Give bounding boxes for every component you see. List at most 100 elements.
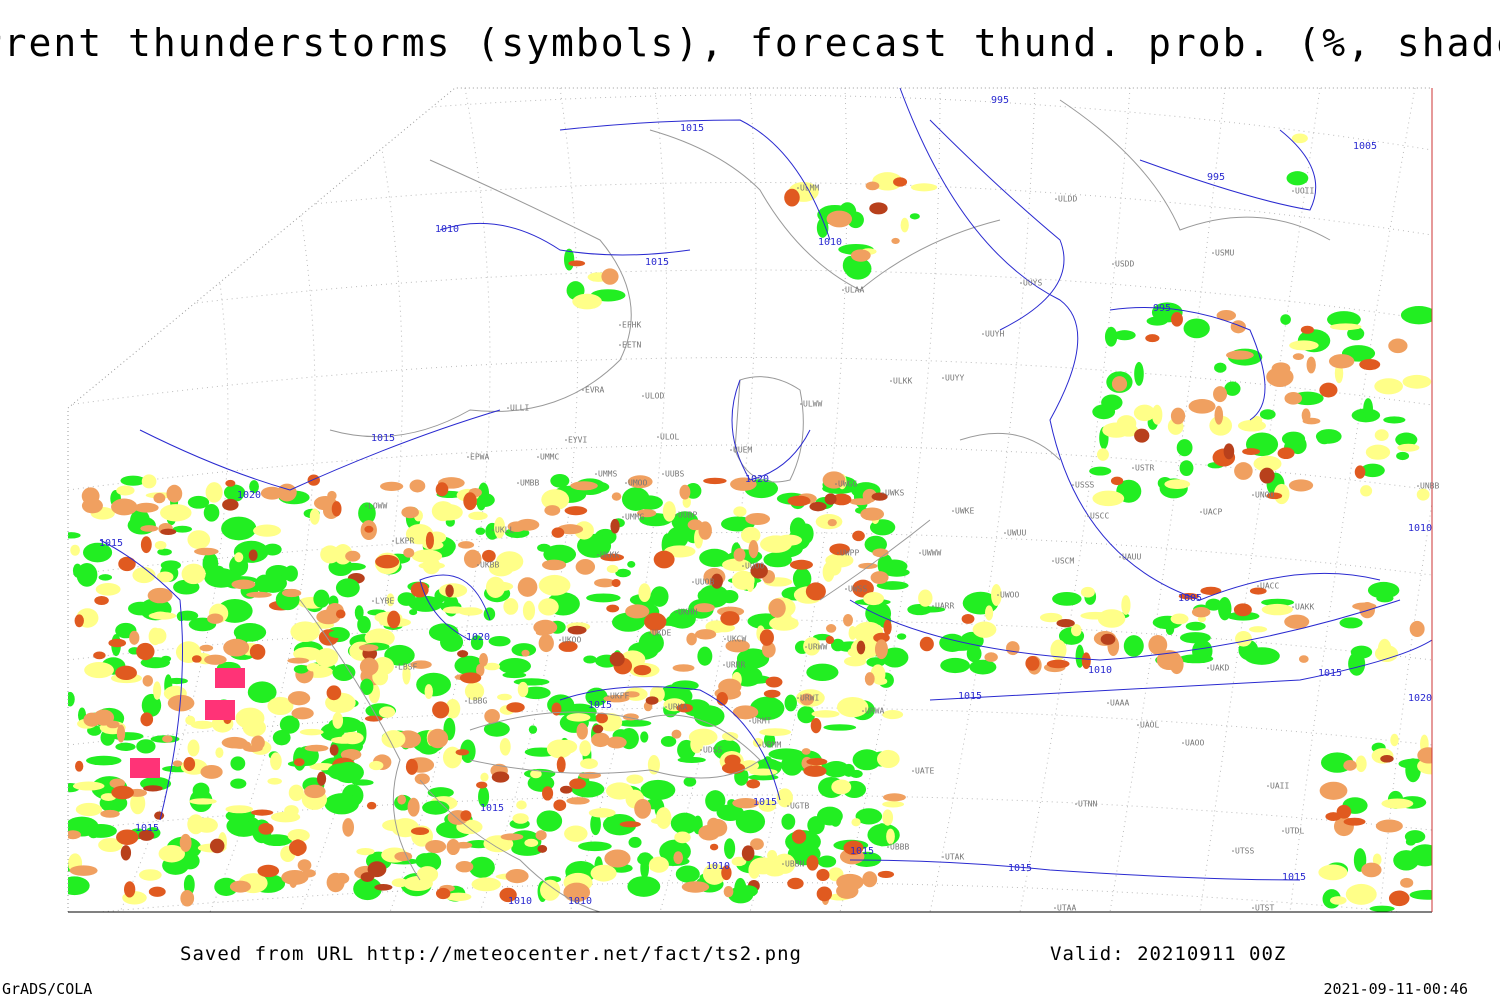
probability-shade <box>172 525 193 533</box>
probability-shade <box>187 739 200 757</box>
probability-shade <box>225 805 253 814</box>
probability-shade <box>494 516 506 539</box>
probability-shade <box>647 755 660 775</box>
probability-shade <box>287 657 310 664</box>
probability-shade <box>882 709 904 720</box>
probability-shade <box>506 702 525 713</box>
station-dot <box>845 588 847 590</box>
probability-shade <box>148 886 166 897</box>
probability-shade <box>586 593 621 603</box>
isobar <box>1139 129 1317 211</box>
station-label: UTSS <box>1235 847 1254 856</box>
probability-shade <box>784 188 800 207</box>
isobar <box>731 379 811 481</box>
station-dot <box>657 436 659 438</box>
station-dot <box>919 552 921 554</box>
probability-shade <box>872 172 903 191</box>
probability-shade <box>84 823 117 838</box>
probability-shade <box>386 593 395 607</box>
probability-shade <box>387 610 401 629</box>
probability-shade <box>463 492 477 511</box>
station-label: UAUU <box>1122 553 1141 562</box>
probability-shade <box>476 496 486 511</box>
station-dot <box>1257 585 1259 587</box>
probability-shade <box>1213 386 1228 403</box>
probability-shade <box>577 533 612 558</box>
probability-shade <box>154 811 165 820</box>
graticule <box>1379 88 1432 912</box>
probability-shade <box>397 794 407 805</box>
station-label: USDD <box>1115 260 1134 269</box>
probability-shade <box>583 655 597 664</box>
probability-shade <box>1218 597 1232 621</box>
probability-shade <box>70 544 80 556</box>
probability-shade <box>229 880 251 893</box>
probability-shade <box>86 755 122 766</box>
station-label: URWA <box>865 707 884 716</box>
probability-shade <box>320 545 341 564</box>
probability-shade <box>513 678 550 686</box>
station-dot <box>749 720 751 722</box>
station-label: ULDD <box>1058 195 1077 204</box>
station-dot <box>1107 702 1109 704</box>
probability-shade <box>172 760 183 767</box>
probability-shade <box>358 502 376 525</box>
station-dot <box>835 483 837 485</box>
probability-shade <box>1224 381 1241 396</box>
probability-shade <box>1171 312 1183 327</box>
probability-shade <box>803 765 827 777</box>
probability-shade <box>703 477 727 485</box>
probability-shade <box>442 606 467 614</box>
probability-shade <box>1089 466 1112 476</box>
probability-shade <box>332 664 356 682</box>
probability-shade <box>984 652 998 662</box>
probability-shade <box>749 768 778 776</box>
probability-shade <box>254 574 274 593</box>
station-label: UTDL <box>1285 827 1304 836</box>
probability-shade <box>468 856 495 878</box>
probability-shade <box>1301 408 1311 423</box>
probability-shade <box>68 532 81 539</box>
probability-shade <box>572 293 602 310</box>
isobar-label: 1005 <box>1178 593 1202 604</box>
probability-shade <box>1400 306 1432 325</box>
probability-shade <box>1284 392 1302 405</box>
probability-shade <box>1071 624 1082 637</box>
isobar-label: 1010 <box>435 224 459 235</box>
probability-shade <box>733 548 746 562</box>
station-label: EPWA <box>470 453 489 462</box>
probability-shade <box>1242 448 1260 455</box>
probability-shade <box>619 821 641 828</box>
probability-shade <box>1248 626 1268 633</box>
probability-shade <box>675 865 700 883</box>
isobar-label: 1015 <box>371 433 395 444</box>
probability-shade <box>499 887 517 903</box>
probability-shade <box>258 822 274 835</box>
probability-shade <box>181 563 206 585</box>
station-label: URMT <box>752 717 771 726</box>
probability-shade <box>1405 838 1416 846</box>
station-dot <box>862 710 864 712</box>
probability-shade <box>873 632 890 643</box>
probability-shade <box>221 736 248 749</box>
probability-shade <box>556 756 566 774</box>
probability-shade <box>809 501 827 512</box>
probability-shade <box>152 681 162 700</box>
probability-shade <box>111 498 138 516</box>
probability-shade <box>862 871 878 888</box>
station-dot <box>882 492 884 494</box>
probability-shade <box>1100 633 1116 645</box>
probability-shade <box>154 540 167 550</box>
probability-shade <box>645 696 659 705</box>
station-dot <box>622 516 624 518</box>
probability-shade <box>435 887 451 900</box>
station-label: UKKK <box>600 551 619 560</box>
probability-shade <box>653 550 675 569</box>
isobar <box>849 859 1301 881</box>
probability-shade <box>223 638 250 657</box>
probability-shade <box>199 644 214 652</box>
station-label: UTAK <box>945 853 964 862</box>
station-dot <box>665 706 667 708</box>
